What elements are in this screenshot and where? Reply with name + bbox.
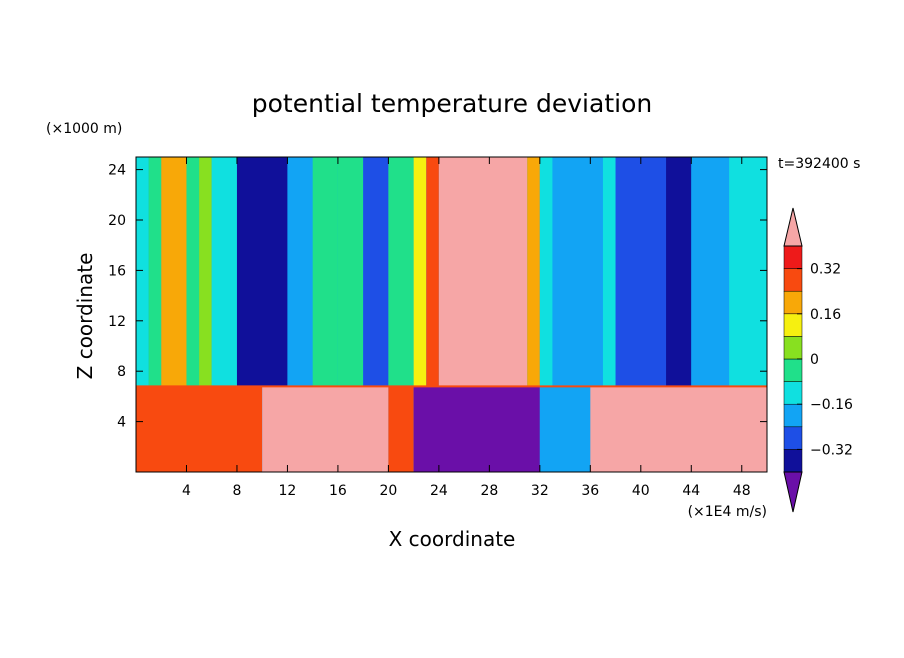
heatmap-cell-upper-3 — [186, 157, 200, 387]
colorbar-label-2: 0 — [810, 352, 819, 368]
x-unit-label: (×1E4 m/s) — [688, 504, 767, 520]
colorbar-label-3: −0.16 — [810, 397, 853, 413]
colorbar-label-4: −0.32 — [810, 442, 853, 458]
y-tick-label-20: 20 — [108, 213, 126, 229]
heatmap-cell-upper-22 — [729, 157, 767, 387]
heatmap-cell-upper-19 — [615, 157, 667, 387]
x-tick-label-48: 48 — [733, 483, 751, 499]
x-tick-label-4: 4 — [182, 483, 191, 499]
x-tick-label-16: 16 — [329, 483, 347, 499]
heatmap-cell-upper-1 — [148, 157, 162, 387]
x-tick-label-36: 36 — [581, 483, 599, 499]
colorbar: 0.32 0.16 0 −0.16 −0.32 — [783, 207, 853, 513]
heatmap-cell-upper-11 — [388, 157, 414, 387]
heatmap-cell-lower-2 — [388, 386, 414, 472]
heatmap-cell-upper-0 — [136, 157, 149, 387]
x-tick-label-40: 40 — [632, 483, 650, 499]
plot-frame — [135, 156, 768, 473]
heatmap-cell-upper-18 — [602, 157, 616, 387]
x-tick-label-28: 28 — [480, 483, 498, 499]
colorbar-segment-8 — [783, 268, 803, 292]
y-tick-label-8: 8 — [117, 364, 126, 380]
colorbar-segment-3 — [783, 381, 803, 405]
x-tick-label-20: 20 — [379, 483, 397, 499]
heatmap-cell-lower-1 — [262, 386, 389, 472]
x-tick-label-32: 32 — [531, 483, 549, 499]
heatmap-cell-upper-13 — [426, 157, 439, 387]
heatmap-cell-upper-6 — [236, 157, 288, 387]
heatmap-cell-upper-21 — [691, 157, 730, 387]
heatmap-cell-upper-10 — [363, 157, 389, 387]
y-unit-label: (×1000 m) — [46, 121, 122, 137]
colorbar-label-0: 0.32 — [810, 262, 841, 278]
time-label: t=392400 s — [778, 156, 860, 172]
y-tick-label-24: 24 — [108, 163, 126, 179]
heatmap-cell-upper-16 — [539, 157, 553, 387]
y-tick-label-4: 4 — [117, 415, 126, 431]
heatmap-cell-upper-17 — [552, 157, 603, 387]
colorbar-segment-6 — [783, 313, 803, 337]
heatmap-cell-upper-5 — [211, 157, 237, 387]
heatmap-cell-lower-3 — [413, 386, 540, 472]
heatmap-cell-upper-20 — [666, 157, 692, 387]
heatmap-cell-upper-9 — [337, 157, 364, 387]
chart-title: potential temperature deviation — [252, 89, 652, 118]
colorbar-extend-bottom — [783, 471, 803, 513]
colorbar-label-1: 0.16 — [810, 307, 841, 323]
colorbar-segment-4 — [783, 358, 803, 382]
x-tick-label-44: 44 — [682, 483, 700, 499]
x-tick-label-12: 12 — [279, 483, 297, 499]
colorbar-extend-top — [783, 207, 803, 247]
heatmap-cell-upper-8 — [312, 157, 338, 387]
x-tick-label-24: 24 — [430, 483, 448, 499]
heatmap-cell-lower-4 — [539, 386, 591, 472]
x-tick-label-8: 8 — [232, 483, 241, 499]
colorbar-segment-7 — [783, 290, 803, 315]
colorbar-segment-2 — [783, 403, 803, 428]
heatmap-cell-upper-4 — [199, 157, 212, 387]
heatmap-cell-upper-14 — [438, 157, 528, 387]
heatmap-cell-upper-15 — [527, 157, 540, 387]
colorbar-segment-0 — [783, 449, 803, 473]
y-tick-label-12: 12 — [108, 314, 126, 330]
heatmap-cell-lower-5 — [590, 386, 767, 472]
colorbar-segment-1 — [783, 426, 803, 450]
x-axis-label: X coordinate — [389, 527, 516, 551]
colorbar-segment-5 — [783, 336, 803, 360]
colorbar-segment-9 — [783, 245, 803, 269]
heatmap-cell-upper-7 — [287, 157, 313, 387]
heatmap-cell-lower-0 — [136, 386, 263, 472]
heatmap-cell-upper-12 — [413, 157, 427, 387]
y-axis-label: Z coordinate — [73, 253, 97, 380]
heatmap-cell-upper-2 — [161, 157, 187, 387]
heatmap-area — [136, 157, 767, 472]
y-tick-label-16: 16 — [108, 263, 126, 279]
